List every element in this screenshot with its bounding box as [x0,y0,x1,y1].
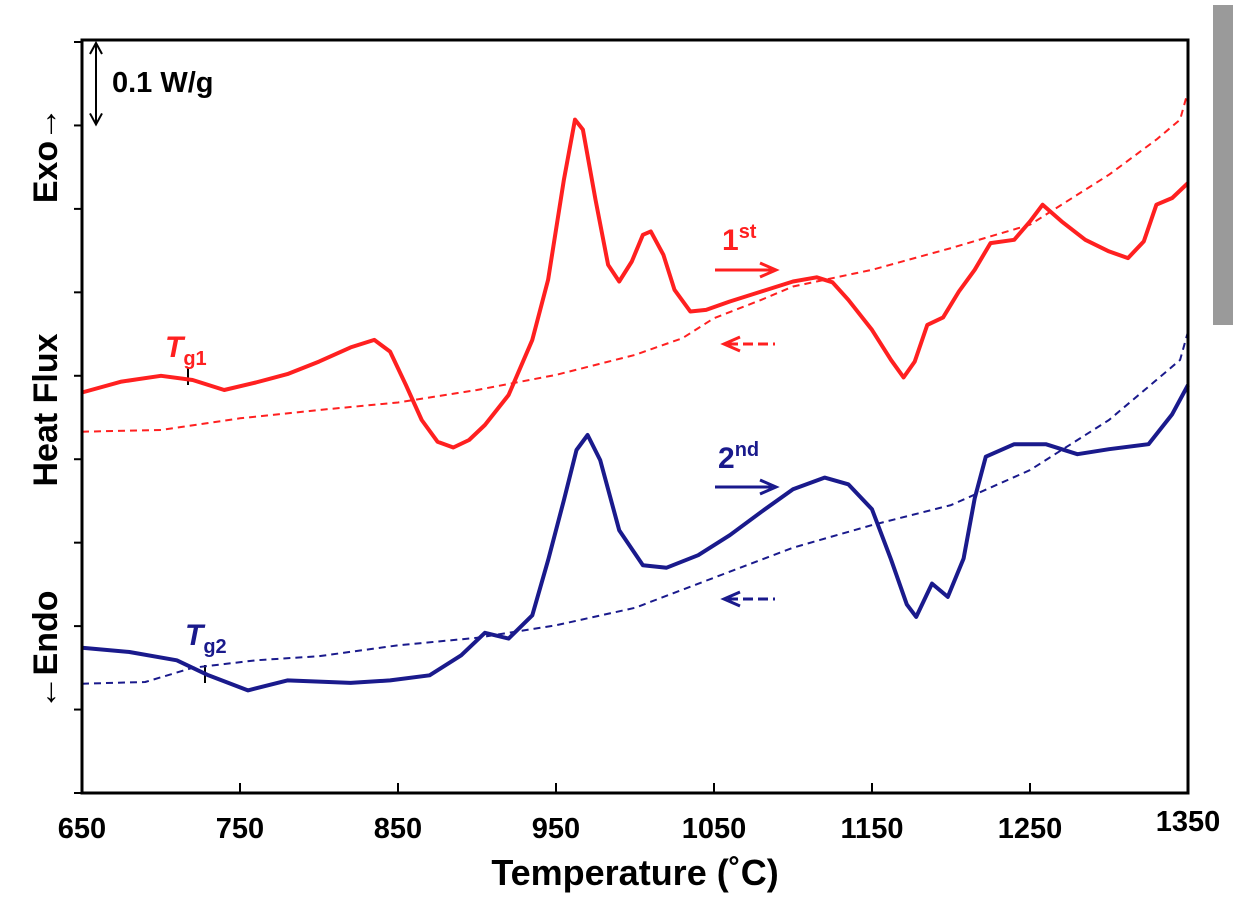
photo-strip [1213,5,1233,325]
x-axis-title: Temperature (˚C) [491,852,778,893]
annotation-sub: g2 [203,636,226,658]
x-tick-label: 850 [374,813,422,845]
scale-bar-label: 0.1 W/g [112,67,214,99]
annotation-text: T [185,619,206,652]
arrow-head [720,335,741,353]
arrow-head [720,590,741,608]
x-tick-label: 950 [532,813,580,845]
annotation: 2nd [718,439,759,475]
series-line [81,331,1189,685]
x-tick-label: 1150 [841,813,904,845]
y-label-part: ←Endo [27,591,65,710]
scale-bar-head [89,40,103,55]
annotation: 1st [722,221,757,257]
x-tick-label: 750 [216,813,264,845]
arrow-head [759,261,780,279]
annotation-text: 2 [718,442,735,475]
arrows [187,261,780,683]
y-label-part: Heat Flux [27,333,65,486]
annotation: Tg1 [165,331,207,370]
x-tick-label: 1250 [998,813,1063,845]
series-line [81,384,1190,693]
arrow-head [759,478,780,496]
annotation-sub: g1 [183,348,206,370]
annotation-text: T [165,331,186,364]
y-label-part: Exo→ [27,107,65,203]
series-line [81,90,1189,433]
x-tick-label: 650 [58,813,106,845]
annotation: Tg2 [185,619,227,658]
annotation-sup: st [739,221,757,243]
y-axis-title: ←Endo Heat Flux Exo→ [27,107,65,710]
annotation-sup: nd [735,439,759,461]
annotation-text: 1 [722,224,739,257]
scale-bar-head [89,112,103,127]
x-tick-label: 1350 [1156,806,1221,838]
plot-frame [80,38,1190,795]
series-line [81,117,1190,450]
x-tick-label: 1050 [682,813,747,845]
